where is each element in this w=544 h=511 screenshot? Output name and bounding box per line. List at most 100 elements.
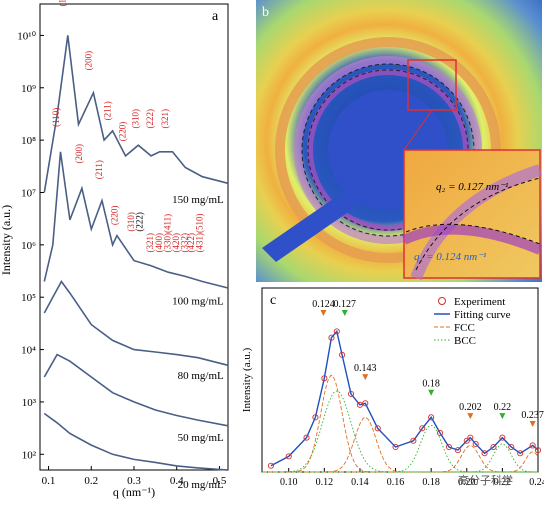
panel-b-letter: b bbox=[262, 5, 269, 20]
experiment-point bbox=[312, 414, 319, 421]
peak-value-label: 0.202 bbox=[459, 402, 482, 413]
watermark: 高分子科学 bbox=[458, 473, 513, 487]
a-ytick-label: 10⁸ bbox=[21, 135, 36, 147]
experiment-point bbox=[410, 437, 417, 444]
experiment-point bbox=[392, 443, 399, 451]
beam-stop-arm bbox=[262, 190, 360, 262]
a-peak-label-100: (220) bbox=[110, 206, 120, 226]
a-ytick-label: 10¹⁰ bbox=[17, 30, 36, 42]
panel-c: c Intensity (a.u.) 0.10 0.12 0.14 0.16 0.18 0… bbox=[236, 284, 544, 506]
a-peak-label-150: (200) bbox=[83, 51, 93, 71]
experiment-point bbox=[347, 390, 355, 397]
a-peak-label-150: (222) bbox=[145, 109, 155, 129]
panel-c-curves bbox=[262, 328, 542, 473]
panel-b-image: q₂ = 0.127 nm⁻¹ q₁ = 0.124 nm⁻¹ b bbox=[256, 0, 542, 282]
a-ytick-label: 10⁶ bbox=[21, 240, 36, 252]
a-peak-label-100: (431)(510) bbox=[194, 213, 204, 252]
panel-a-peak-labels: (110)(200)(211)(220)(310)(222)(321)(110)… bbox=[51, 0, 204, 252]
panel-a-xlabel: q (nm⁻¹) bbox=[113, 485, 155, 499]
inset-arc-inner bbox=[401, 224, 542, 255]
c-xtick-label: 0.10 bbox=[280, 477, 298, 488]
fcc-component bbox=[262, 451, 539, 473]
peak-marker bbox=[341, 310, 348, 317]
c-xtick-label: 0.14 bbox=[351, 477, 369, 488]
experiment-point bbox=[467, 434, 474, 441]
experiment-point bbox=[529, 442, 536, 449]
panel-a-y-ticks: 10² 10³ 10⁴ 10⁵ 10⁶ 10⁷ 10⁸ 10⁹ 10¹⁰ bbox=[17, 30, 44, 461]
a-xtick-label: 0.5 bbox=[213, 475, 227, 487]
a-curve-label: 150 mg/mL bbox=[172, 194, 224, 206]
experiment-point bbox=[437, 429, 444, 437]
peak-value-label: 0.18 bbox=[422, 379, 440, 390]
panel-a-curve-labels: 150 mg/mL 100 mg/mL 80 mg/mL 50 mg/mL 20 mg/… bbox=[172, 194, 224, 491]
a-ytick-label: 10⁹ bbox=[21, 83, 36, 95]
legend-experiment-swatch bbox=[438, 297, 446, 305]
c-xtick-label: 0.20 bbox=[458, 477, 476, 488]
panel-c-chart: c Intensity (a.u.) 0.10 0.12 0.14 0.16 0.18 0… bbox=[241, 287, 544, 488]
peak-value-label: 0.143 bbox=[354, 363, 377, 374]
panel-a-x-ticks: 0.1 0.2 0.3 0.4 0.5 bbox=[42, 466, 227, 487]
experiment-point bbox=[356, 401, 363, 408]
panel-c-ylabel: Intensity (a.u.) bbox=[241, 347, 253, 412]
a-peak-label-100: (310) bbox=[126, 212, 136, 232]
legend-experiment: Experiment bbox=[454, 296, 505, 308]
a-xtick-label: 0.2 bbox=[84, 475, 98, 487]
a-ytick-label: 10³ bbox=[22, 397, 37, 409]
panel-a-letter: a bbox=[212, 9, 219, 24]
experiment-point bbox=[328, 334, 335, 341]
peak-value-label: 0.124 bbox=[312, 299, 335, 310]
c-xtick-label: 0.12 bbox=[316, 477, 334, 488]
a-xtick-label: 0.4 bbox=[170, 475, 184, 487]
panel-a-curves bbox=[43, 35, 229, 471]
a-peak-label-100: (222) bbox=[135, 212, 145, 232]
experiment-point bbox=[303, 434, 310, 441]
legend-bcc: BCC bbox=[454, 335, 476, 347]
peak-marker bbox=[320, 310, 327, 317]
experiment-point bbox=[454, 447, 461, 454]
a-curve-label: 50 mg/mL bbox=[178, 432, 224, 444]
a-peak-label-150: (321) bbox=[160, 109, 170, 129]
legend-fcc: FCC bbox=[454, 322, 475, 334]
experiment-point bbox=[339, 351, 346, 358]
a-peak-label-100: (330)(411) bbox=[162, 214, 172, 253]
inset-fit-q2 bbox=[415, 177, 541, 271]
peak-marker bbox=[529, 420, 536, 427]
a-xtick-label: 0.1 bbox=[42, 475, 56, 487]
experiment-point bbox=[499, 434, 506, 441]
experiment-point bbox=[285, 453, 292, 460]
zoom-line bbox=[403, 109, 433, 151]
q2-label: q₂ = 0.127 nm⁻¹ bbox=[436, 181, 508, 193]
a-peak-label-100: (110) bbox=[51, 108, 61, 127]
a-ytick-label: 10² bbox=[22, 449, 37, 461]
a-peak-label-100: (200) bbox=[74, 144, 84, 164]
c-xtick-label: 0.22 bbox=[494, 477, 512, 488]
a-xtick-label: 0.3 bbox=[127, 475, 141, 487]
q1-label: q₁ = 0.124 nm⁻¹ bbox=[414, 251, 486, 263]
experiment-point bbox=[428, 414, 435, 421]
a-curve-label: 80 mg/mL bbox=[178, 370, 224, 382]
panel-a-chart: a 10² 10³ 10⁴ 10⁵ 10⁶ 10⁷ 10⁸ 10⁹ 10¹⁰ 0.1 0.2 0.3… bbox=[0, 0, 229, 499]
experiment-point bbox=[472, 440, 479, 447]
experiment-point bbox=[333, 328, 340, 335]
a-curve-label: 20 mg/mL bbox=[178, 479, 224, 491]
peak-value-label: 0.237 bbox=[521, 410, 544, 421]
experiment-point bbox=[508, 443, 515, 451]
a-peak-label-100: (332) bbox=[179, 233, 189, 253]
experiment-point bbox=[481, 450, 488, 457]
a-peak-label-150: (220) bbox=[117, 122, 127, 142]
peak-value-label: 0.127 bbox=[334, 299, 357, 310]
inset-fit-q1 bbox=[405, 223, 541, 245]
experiment-point bbox=[321, 375, 328, 382]
panel-a-ylabel: Intensity (a.u.) bbox=[0, 205, 13, 275]
a-curve-label: 100 mg/mL bbox=[172, 296, 224, 308]
a-curve-150-mg-mL bbox=[43, 35, 229, 193]
inset: q₂ = 0.127 nm⁻¹ q₁ = 0.124 nm⁻¹ bbox=[401, 149, 542, 281]
a-peak-label-150: (211) bbox=[103, 101, 113, 120]
a-peak-label-100: (211) bbox=[94, 160, 104, 179]
fcc-component bbox=[262, 374, 538, 473]
peak-marker bbox=[362, 374, 369, 381]
experiment-point bbox=[419, 425, 426, 432]
experiment-point bbox=[517, 450, 524, 457]
a-curve-20-mg-mL bbox=[43, 412, 229, 471]
